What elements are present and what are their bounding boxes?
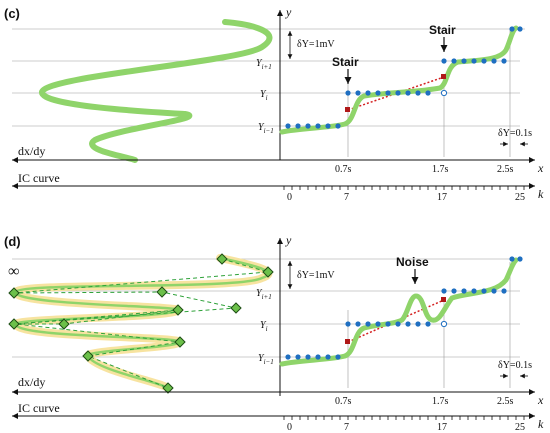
panel-d-k-axis-label: k bbox=[538, 417, 544, 431]
panel-d-k-tick-0: 0 bbox=[287, 422, 292, 433]
panel-d-ic-curve bbox=[14, 256, 270, 390]
panel-d-x-tick-1: 1.7s bbox=[432, 396, 449, 407]
panel-c-red-marker-2 bbox=[441, 74, 446, 79]
panel-d-y-level-lower: Yi−1 bbox=[258, 353, 274, 366]
panel-c-data-dots bbox=[285, 26, 523, 129]
panel-c-label: (c) bbox=[4, 6, 20, 21]
panel-c-annotation-stair-2: Stair bbox=[429, 23, 456, 37]
panel-d-ic-highlight bbox=[11, 254, 273, 392]
panel-c-ic-curve bbox=[39, 19, 273, 163]
panel-d-data-dots bbox=[285, 256, 523, 360]
panel-c-signal-curve bbox=[279, 25, 519, 135]
panel-c-k-tick-3: 25 bbox=[515, 192, 525, 203]
panel-c-x-axis-label: x bbox=[537, 161, 544, 175]
panel-d-y-level-upper: Yi+1 bbox=[256, 288, 272, 301]
panel-d-k-tick-2: 17 bbox=[437, 422, 447, 433]
panel-d-delta-t-label: δY=0.1s bbox=[498, 360, 532, 371]
panel-d-annotation-noise: Noise bbox=[396, 255, 429, 269]
panel-d-k-tick-1: 7 bbox=[344, 422, 349, 433]
panel-c-gridlines bbox=[12, 28, 525, 157]
panel-c-y-level-lower: Yi−1 bbox=[258, 122, 274, 135]
panel-c-delta-y-label: δY=1mV bbox=[297, 39, 335, 50]
panel-c-open-dot bbox=[440, 89, 448, 97]
panel-c-annotation-stair-1: Stair bbox=[332, 55, 359, 69]
panel-d-red-marker-1 bbox=[345, 339, 350, 344]
panel-d-ic-curve-label: IC curve bbox=[18, 401, 60, 415]
panel-d-x-tick-0: 0.7s bbox=[335, 396, 352, 407]
panel-d-y-axis-label: y bbox=[285, 233, 292, 247]
panel-c-y-level-mid: Yi bbox=[260, 89, 268, 102]
panel-d-diamonds bbox=[8, 253, 274, 394]
panel-c-x-tick-2: 2.5s bbox=[497, 164, 514, 175]
panel-d-k-tick-3: 25 bbox=[515, 422, 525, 433]
panel-d: (d) ∞ bbox=[4, 233, 544, 433]
panel-c-x-tick-0: 0.7s bbox=[335, 164, 352, 175]
panel-d-dashed-estimate bbox=[13, 258, 269, 389]
panel-c-y-axis-label: y bbox=[285, 5, 292, 19]
panel-c-k-ticks bbox=[283, 186, 525, 190]
panel-d-x-tick-2: 2.5s bbox=[497, 396, 514, 407]
panel-d-y-level-mid: Yi bbox=[260, 320, 268, 333]
panel-c-k-axis-label: k bbox=[538, 187, 544, 201]
panel-c-k-tick-0: 0 bbox=[287, 192, 292, 203]
panel-c-y-level-upper: Yi+1 bbox=[256, 58, 272, 71]
panel-c-ic-curve-label: IC curve bbox=[18, 171, 60, 185]
panel-d-x-axis-label: x bbox=[537, 393, 544, 407]
panel-d-delta-y-label: δY=1mV bbox=[297, 270, 335, 281]
panel-c: (c) y x dx/dy IC curve k 0 7 17 bbox=[4, 5, 544, 203]
panel-c-k-tick-2: 17 bbox=[437, 192, 447, 203]
panel-d-k-ticks bbox=[283, 416, 525, 420]
panel-c-red-marker-1 bbox=[345, 107, 350, 112]
panel-c-trend-line bbox=[347, 76, 445, 111]
panel-d-label: (d) bbox=[4, 234, 21, 249]
panel-d-left-axis-label: dx/dy bbox=[18, 375, 45, 389]
panel-d-infinity-label: ∞ bbox=[8, 263, 19, 280]
panel-c-x-tick-1: 1.7s bbox=[432, 164, 449, 175]
panel-c-k-tick-1: 7 bbox=[344, 192, 349, 203]
panel-d-red-marker-2 bbox=[441, 297, 446, 302]
panel-c-delta-t-label: δY=0.1s bbox=[498, 128, 532, 139]
panel-c-left-axis-label: dx/dy bbox=[18, 144, 45, 158]
panel-d-open-dot bbox=[440, 320, 448, 328]
